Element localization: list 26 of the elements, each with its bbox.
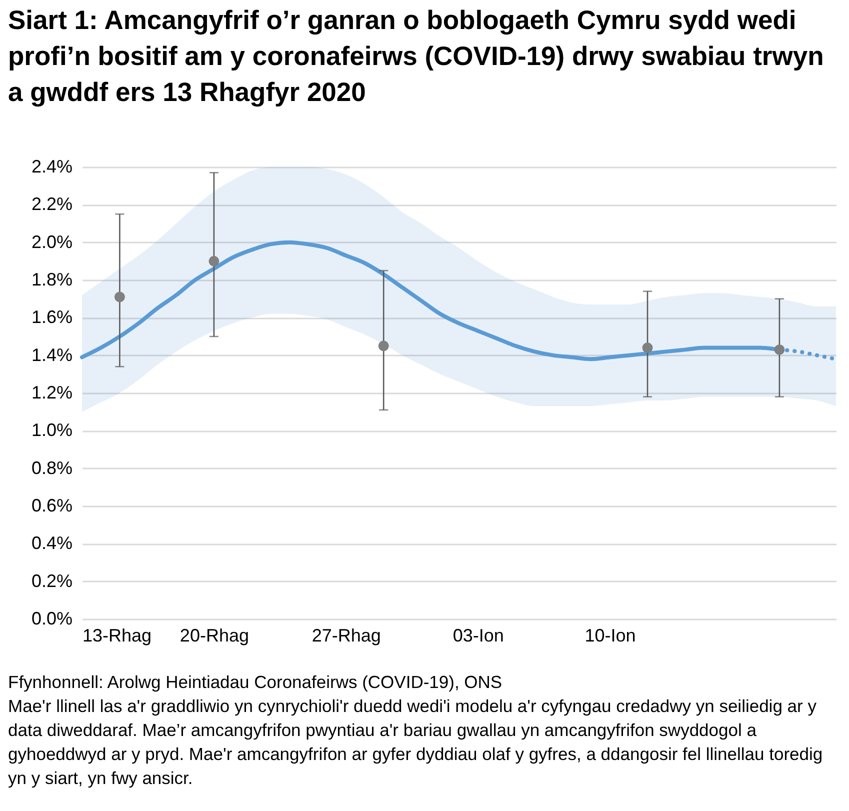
point — [774, 344, 785, 355]
text: Ffynhonnell: Arolwg Heintiadau Coronafeirws (COVID-19), ONS — [8, 671, 504, 694]
text: Mae'r llinell las a'r graddliwio yn cynrychioli'r duedd wedi'i modelu a'r cyfyngau credadwy yn seiliedig ar y data diweddaraf. Mae’r amcangyfrifon pwyntiau a'r bariau gwallau yn amcangyfrifon swyddogol a gyhoeddwyd ar y pryd. Mae'r amcangyfrifon ar gyfer dyddiau olaf y gyfres, a ddangosir fel llinellau toredig yn y siart, yn fwy ansicr. — [8, 695, 824, 790]
y-tick-label: 0.0% — [31, 608, 72, 628]
x-tick-label: 10-Ion — [584, 626, 636, 646]
y-tick-label: 0.8% — [31, 458, 72, 478]
y-tick-label: 0.6% — [31, 496, 72, 516]
y-tick-label: 2.0% — [31, 232, 72, 252]
y-tick-label: 1.6% — [31, 307, 72, 328]
y-tick-label: 0.4% — [31, 533, 72, 554]
y-tick-label: 0.2% — [31, 570, 72, 591]
y-tick-label: 2.4% — [31, 156, 72, 176]
point — [642, 342, 653, 354]
y-tick-label: 1.8% — [31, 270, 72, 290]
point — [114, 292, 125, 302]
point — [208, 256, 220, 266]
y-tick-label: 1.0% — [31, 420, 72, 440]
chart-title: Siart 1: Amcangyfrif o’r ganran o boblogaeth Cymru sydd wedi profi’n bositif am y coronafeirws (COVID-19) drwy swabiau trwyn a gwddf ers 13 Rhagfyr 2020 — [8, 4, 825, 109]
x-tick-label: 03-Ion — [452, 626, 504, 646]
y-tick-label: 1.4% — [31, 344, 72, 365]
x-tick-label: 27-Rhag — [312, 626, 381, 646]
x-tick-label: 13-Rhag — [82, 626, 152, 646]
y-tick-label: 1.2% — [31, 382, 72, 402]
y-tick-label: 2.2% — [31, 194, 72, 214]
point — [378, 340, 389, 352]
x-tick-label: 20-Rhag — [180, 626, 249, 646]
